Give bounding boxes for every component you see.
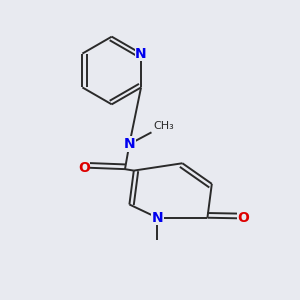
- Text: N: N: [135, 46, 147, 61]
- Text: N: N: [124, 137, 135, 151]
- Text: CH₃: CH₃: [153, 121, 174, 131]
- Text: N: N: [152, 211, 163, 225]
- Text: O: O: [238, 211, 250, 225]
- Text: O: O: [78, 161, 90, 175]
